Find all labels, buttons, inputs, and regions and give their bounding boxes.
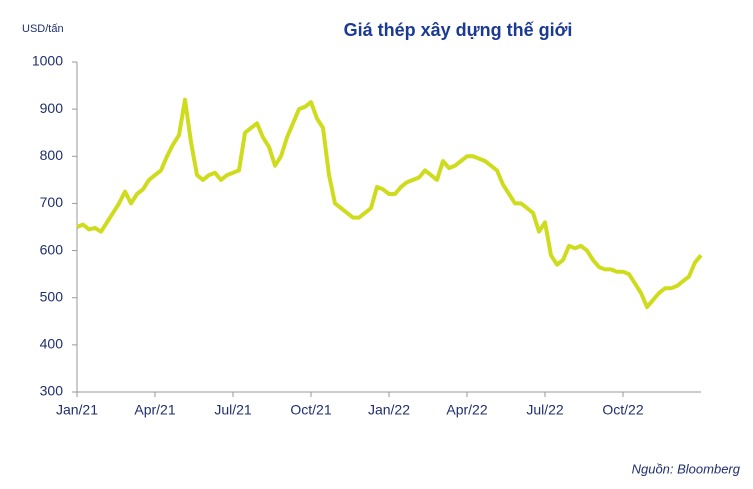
x-tick-label: Jul/22 xyxy=(526,402,564,418)
y-tick-label: 500 xyxy=(40,288,64,304)
x-tick-label: Oct/21 xyxy=(290,402,331,418)
y-tick-label: 1000 xyxy=(32,53,63,69)
x-tick-label: Jan/21 xyxy=(56,402,98,418)
y-tick-label: 600 xyxy=(40,241,64,257)
y-tick-label: 800 xyxy=(40,147,64,163)
price-line xyxy=(76,97,703,310)
y-tick-label: 900 xyxy=(40,100,64,116)
x-tick-label: Jan/22 xyxy=(368,402,410,418)
x-tick-label: Oct/22 xyxy=(602,402,643,418)
x-tick-label: Apr/22 xyxy=(446,402,487,418)
source: Nguồn: Bloomberg xyxy=(632,461,741,476)
chart-title: Giá thép xây dựng thế giới xyxy=(344,20,573,40)
x-tick-label: Jul/21 xyxy=(214,402,252,418)
y-tick-label: 300 xyxy=(40,383,64,399)
y-tick-label: 700 xyxy=(40,194,64,210)
y-tick-label: 400 xyxy=(40,336,64,352)
x-tick-label: Apr/21 xyxy=(134,402,175,418)
y-axis-label: USD/tấn xyxy=(22,23,64,35)
